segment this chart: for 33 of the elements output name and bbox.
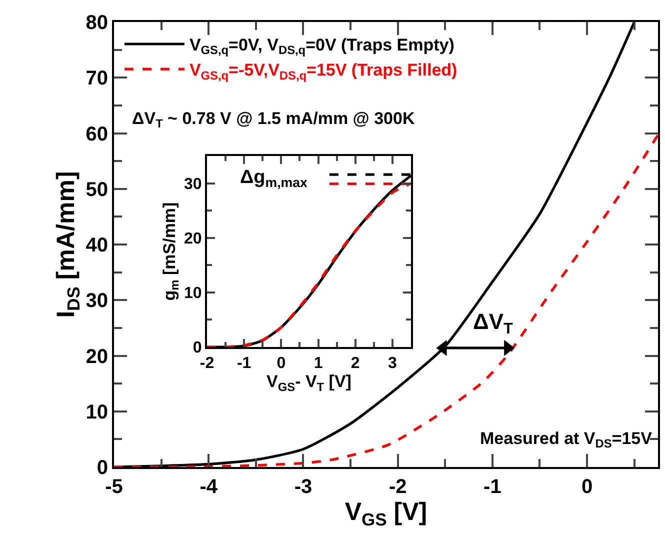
x-tick-label: -2 — [200, 355, 214, 372]
x-axis-title: V$_{GS}$- V$_{T}$ [V] — [266, 372, 352, 394]
y-tick-label: 0 — [96, 457, 108, 479]
x-tick-label: 3 — [388, 355, 397, 372]
y-tick-label: 50 — [86, 178, 108, 201]
x-axis-title: V$_{GS}$ [V] — [344, 498, 428, 530]
annotation: Δg$_{m,max}$ — [240, 167, 308, 190]
annotation: ΔV$_{T}$ ~ 0.78 V @ 1.5 mA/mm @ 300K — [132, 109, 416, 131]
x-tick-label: -2 — [388, 476, 407, 498]
x-tick-label: -5 — [105, 476, 123, 498]
annotation: ΔV$_{T}$ — [473, 309, 514, 338]
y-tick-label: 60 — [86, 123, 108, 146]
y-tick-label: 40 — [86, 234, 108, 256]
x-tick-label: -1 — [484, 476, 502, 498]
y-tick-label: 0 — [192, 340, 202, 357]
x-tick-label: -4 — [200, 476, 218, 498]
y-tick-label: 10 — [86, 401, 108, 424]
y-tick-label: 20 — [184, 230, 202, 248]
legend-label: V$_{GS,q}$=-5V,V$_{DS,q}$=15V (Traps Filled) — [189, 60, 458, 82]
y-tick-label: 70 — [86, 68, 108, 90]
y-tick-label: 10 — [184, 285, 202, 302]
y-tick-label: 80 — [86, 12, 108, 34]
x-tick-label: 0 — [581, 476, 593, 498]
y-tick-label: 20 — [86, 346, 108, 368]
x-tick-label: -1 — [236, 355, 252, 372]
x-tick-label: 0 — [276, 355, 286, 372]
x-tick-label: -3 — [294, 476, 312, 498]
annotation: Measured at V$_{DS}$=15V — [480, 429, 653, 451]
x-tick-label: 1 — [314, 355, 323, 372]
legend-label: V$_{GS,q}$=0V, V$_{DS,q}$=0V (Traps Empty) — [189, 36, 454, 58]
y-tick-label: 30 — [184, 176, 202, 193]
x-tick-label: 2 — [350, 355, 360, 372]
y-tick-label: 30 — [86, 290, 108, 312]
